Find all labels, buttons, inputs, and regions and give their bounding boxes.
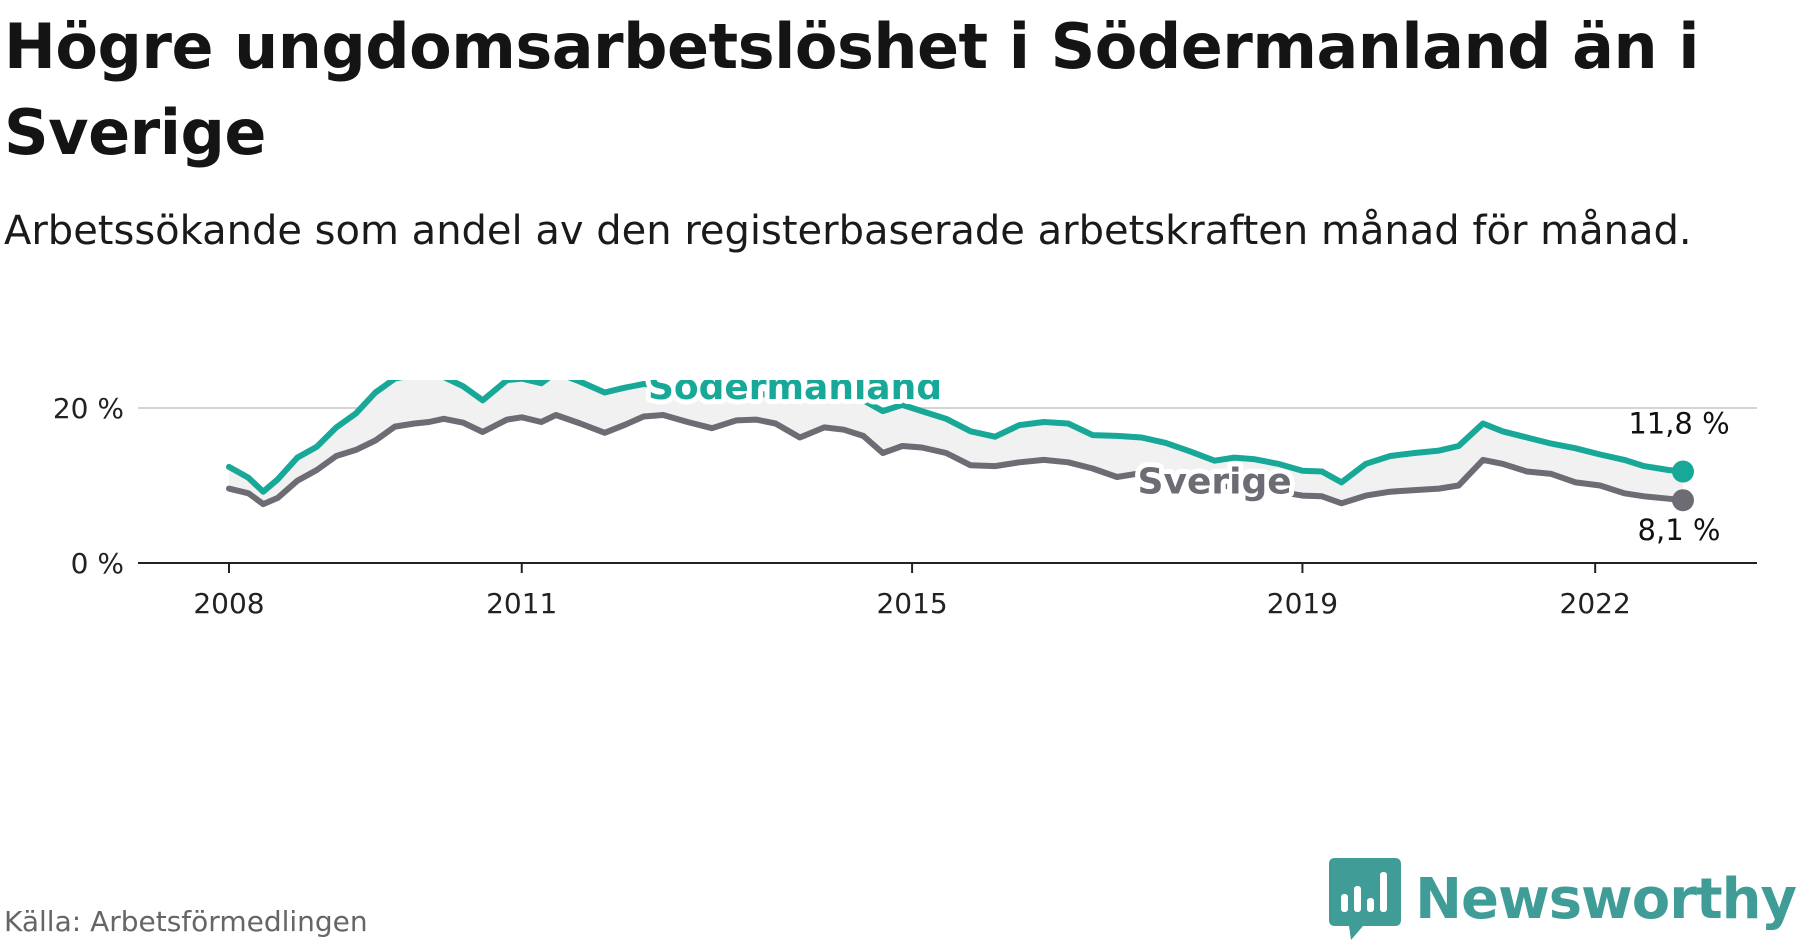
series-line-sodermanland xyxy=(226,380,1686,495)
series-label-sverige: Sverige xyxy=(1138,462,1292,503)
x-tick-label: 2008 xyxy=(193,587,264,620)
x-tick-label: 2011 xyxy=(486,587,557,620)
y-tick-label: 20 % xyxy=(53,392,124,425)
series-line-sverige xyxy=(226,412,1686,508)
x-tick-label: 2022 xyxy=(1560,587,1631,620)
newsworthy-logo-icon xyxy=(1329,858,1402,940)
brand-logo: Newsworthy xyxy=(1329,858,1797,940)
chart-title: Högre ungdomsarbetslöshet i Södermanland… xyxy=(4,10,1699,169)
y-tick-label: 0 % xyxy=(71,547,124,580)
end-label-sverige: 8,1 % xyxy=(1638,513,1721,547)
end-label-sodermanland: 11,8 % xyxy=(1628,407,1729,441)
chart-subtitle: Arbetssökande som andel av den registerb… xyxy=(4,208,1692,254)
brand-name: Newsworthy xyxy=(1415,866,1797,932)
series-label-sodermanland: Södermanland xyxy=(648,380,942,408)
x-tick-label: 2019 xyxy=(1267,587,1338,620)
end-point-sverige xyxy=(1672,489,1694,512)
series-lines xyxy=(226,380,1686,508)
x-tick-label: 2015 xyxy=(876,587,947,620)
source-note: Källa: Arbetsförmedlingen xyxy=(4,905,368,938)
line-chart: 0 % 20 % 2008 2011 2015 2019 2022 11,8 % 8,1 % S… xyxy=(53,380,1757,620)
end-point-sodermanland xyxy=(1672,460,1694,483)
gridlines: 0 % 20 % 2008 2011 2015 2019 2022 xyxy=(53,392,1757,620)
labels: 11,8 % 8,1 % Södermanland Sverige xyxy=(643,380,1730,547)
